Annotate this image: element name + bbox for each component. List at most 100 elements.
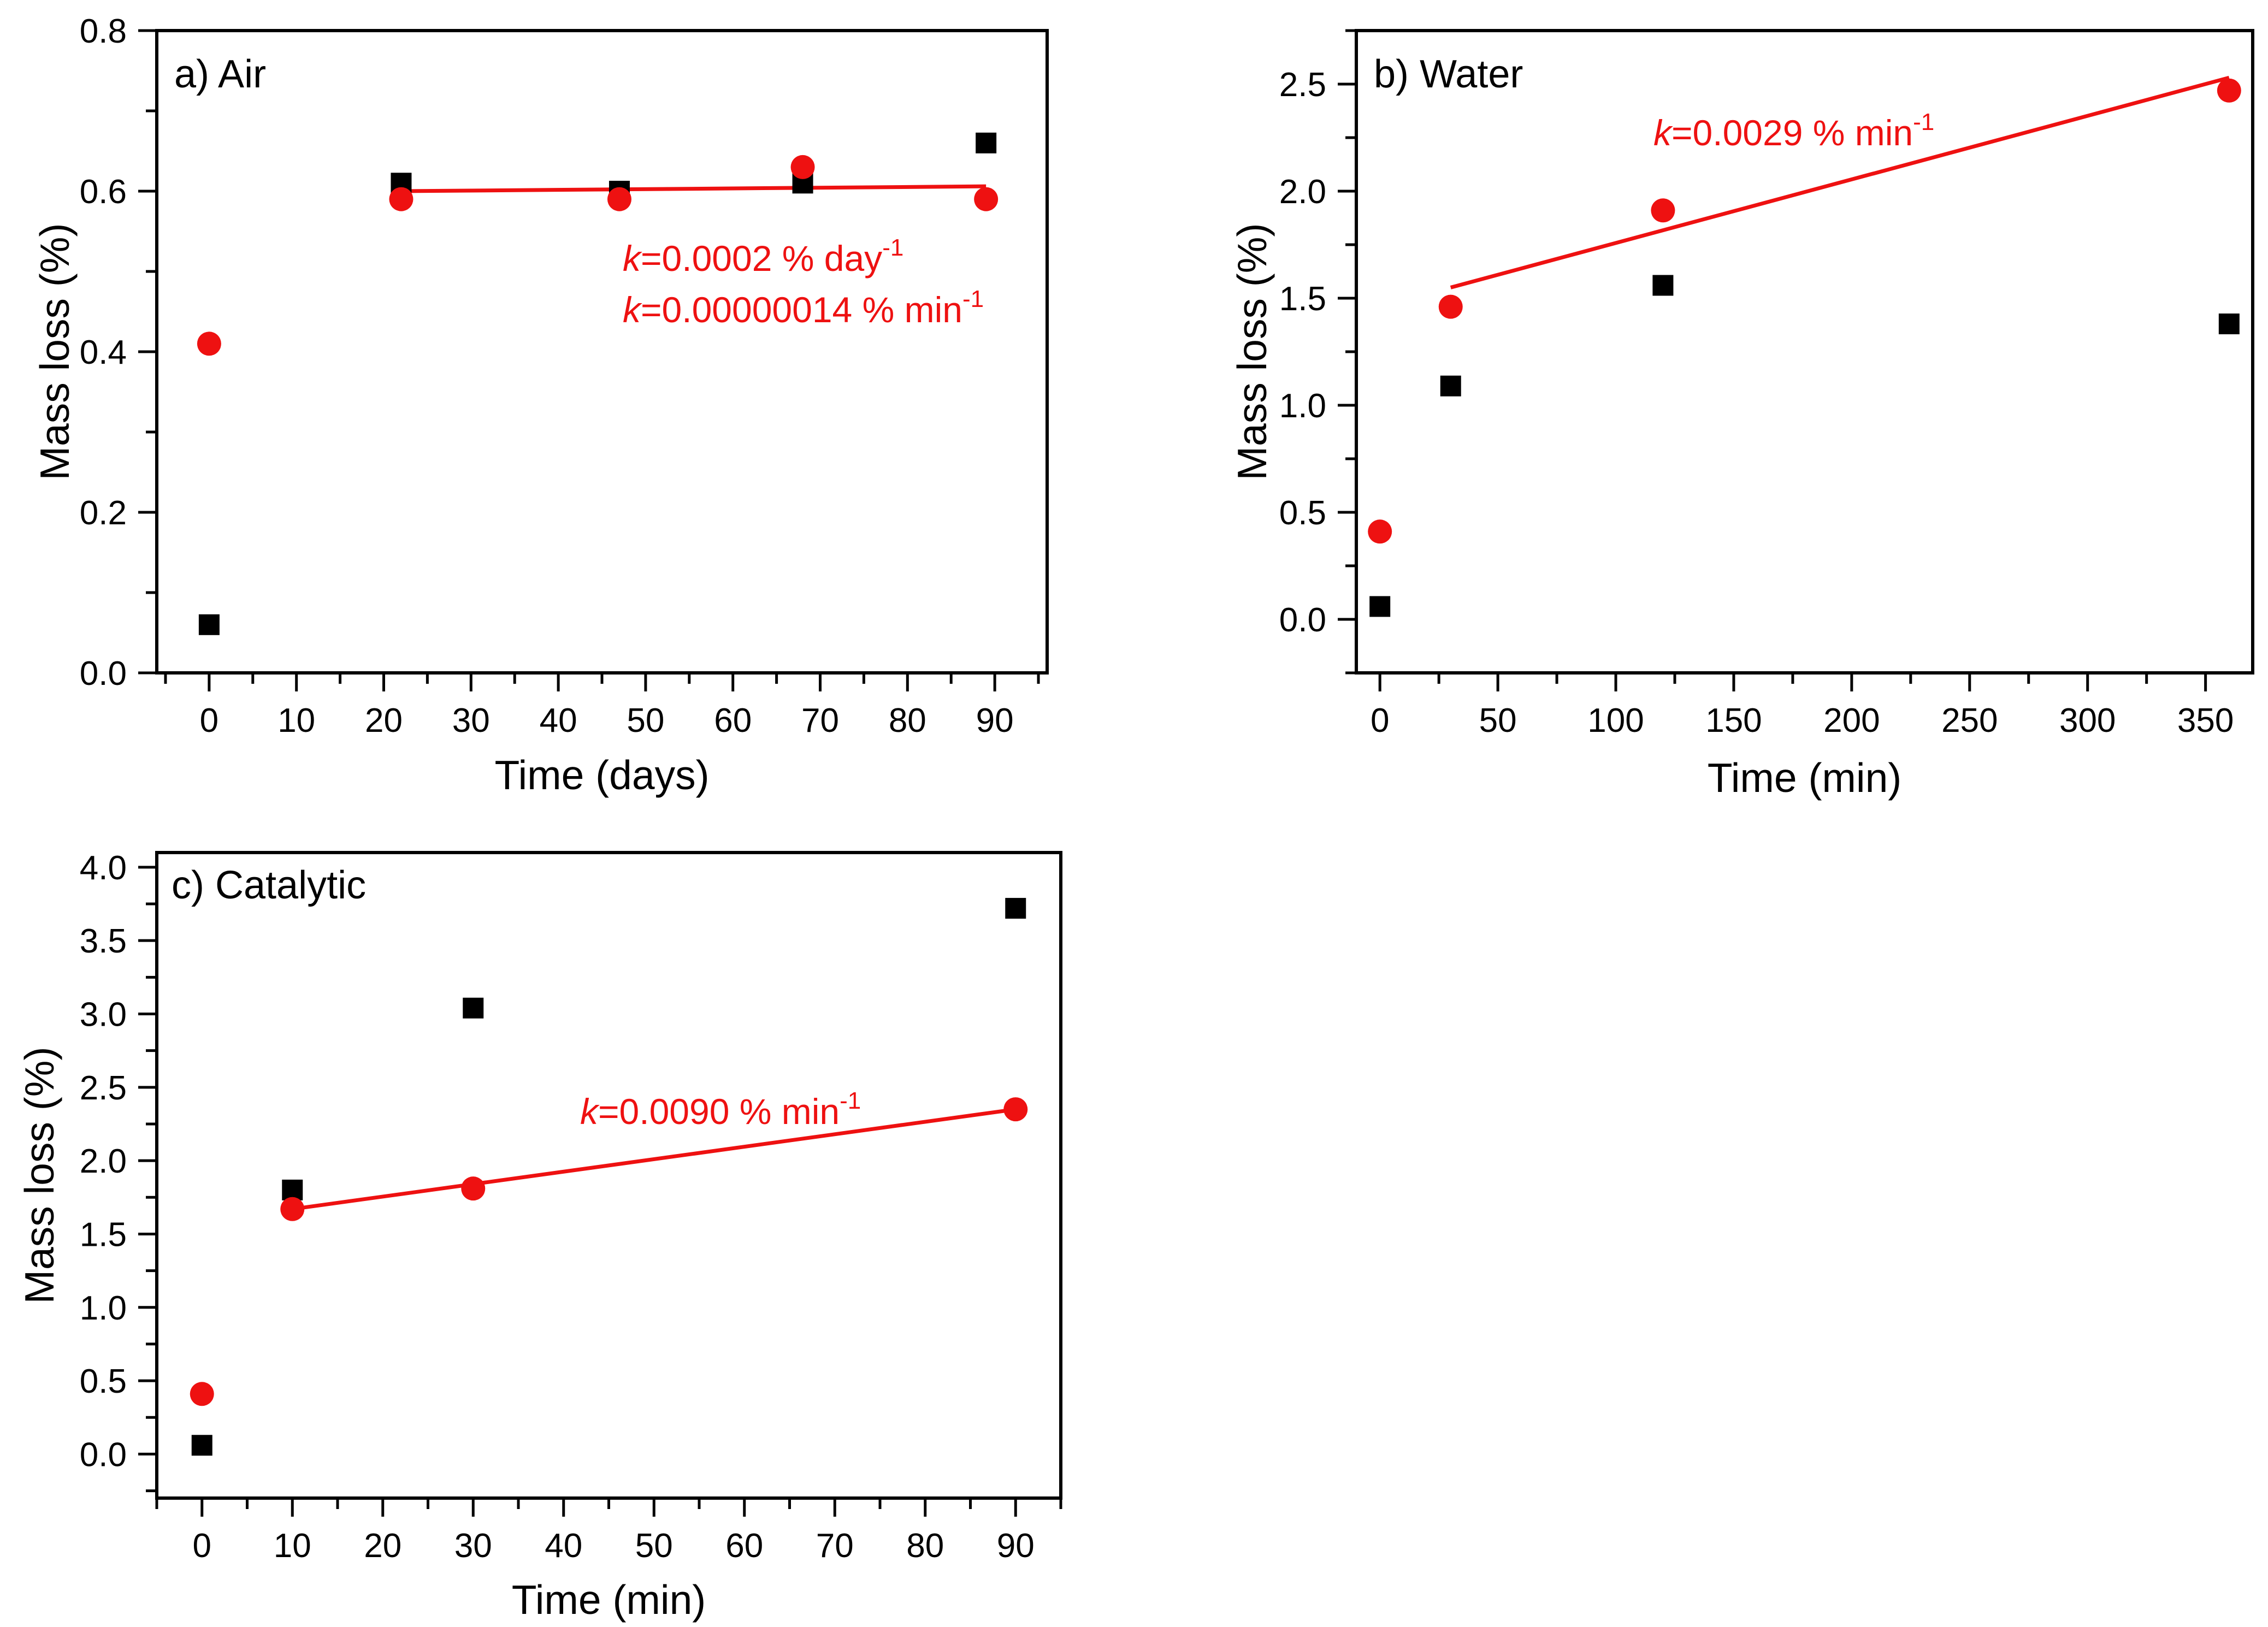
plot-frame [155, 851, 1062, 1500]
y-tick-label: 2.5 [80, 1069, 127, 1107]
x-tick-label: 20 [365, 702, 403, 739]
y-tick-label: 0.2 [80, 494, 127, 532]
y-tick-label: 4.0 [80, 849, 127, 887]
rate-annotation: k=0.0090 % min-1 [580, 1087, 861, 1132]
rate-exponent: -1 [1913, 109, 1934, 135]
x-tick-label: 250 [1941, 702, 1998, 739]
x-tick-label: 0 [1371, 702, 1389, 739]
data-point-circle [1368, 519, 1392, 544]
y-axis-label: Mass loss (%) [16, 1047, 62, 1304]
rate-value: =0.0029 % min [1672, 113, 1913, 153]
x-tick-label: 70 [816, 1527, 854, 1565]
x-axis-label: Time (min) [1708, 755, 1902, 801]
x-tick-label: 50 [1479, 702, 1517, 739]
rate-annotation: k=0.0002 % day-1 [623, 234, 903, 279]
data-point-circle [974, 187, 999, 211]
data-point-circle [197, 332, 221, 356]
y-tick-label: 1.0 [80, 1289, 127, 1327]
y-tick-label: 0.6 [80, 173, 127, 211]
data-point-circle [190, 1382, 214, 1406]
y-axis-label: Mass loss (%) [32, 223, 78, 481]
data-point-circle [790, 155, 815, 179]
data-point-circle [461, 1176, 486, 1201]
x-tick-label: 90 [976, 702, 1014, 739]
data-point-circle [607, 187, 631, 211]
x-tick-label: 200 [1823, 702, 1880, 739]
x-tick-label: 10 [277, 702, 315, 739]
x-tick-label: 150 [1705, 702, 1762, 739]
x-tick-label: 40 [540, 702, 577, 739]
data-point-circle [1651, 198, 1675, 223]
rate-exponent: -1 [882, 234, 903, 261]
y-tick-label: 0.5 [1279, 494, 1326, 532]
data-point-square [2218, 313, 2240, 335]
y-tick-label: 2.5 [1279, 66, 1326, 104]
rate-annotation: k=0.00000014 % min-1 [623, 286, 984, 330]
data-point-circle [2217, 78, 2241, 103]
x-tick-label: 90 [997, 1527, 1035, 1565]
x-tick-label: 80 [889, 702, 926, 739]
plot-frame [155, 29, 1049, 675]
x-tick-label: 0 [193, 1527, 211, 1565]
y-tick-label: 0.4 [80, 334, 127, 371]
data-point-circle [1438, 294, 1463, 319]
y-tick-label: 0.0 [80, 655, 127, 693]
rate-value: =0.00000014 % min [641, 289, 962, 330]
x-tick-label: 50 [627, 702, 664, 739]
x-tick-label: 70 [801, 702, 839, 739]
data-point-square [198, 614, 220, 635]
x-tick-label: 30 [452, 702, 490, 739]
y-tick-label: 1.5 [1279, 280, 1326, 318]
data-point-circle [389, 187, 414, 211]
fit-line [292, 1107, 1016, 1211]
y-tick-label: 0.0 [1279, 601, 1326, 639]
y-tick-label: 0.8 [80, 13, 127, 50]
rate-exponent: -1 [840, 1087, 861, 1114]
x-tick-label: 80 [906, 1527, 944, 1565]
rate-value: =0.0002 % day [641, 238, 882, 279]
chart-panel-b: 0 50 100 150 200 250 300 350 0.0 0.5 1.0 1.5 2.0 2.5 T… [1229, 29, 2254, 801]
chart-panel-c: 0 10 20 30 40 50 60 70 80 90 0.0 0.5 1.0 1.5 2.0 2.5 3.0… [16, 849, 1062, 1623]
x-tick-label: 60 [725, 1527, 763, 1565]
x-tick-label: 30 [454, 1527, 492, 1565]
data-point-square [1369, 596, 1391, 617]
y-tick-label: 3.5 [80, 922, 127, 960]
data-point-square [282, 1179, 303, 1200]
data-point-circle [1003, 1097, 1028, 1122]
y-tick-label: 3.0 [80, 996, 127, 1034]
data-point-square [191, 1435, 212, 1456]
fit-line [1450, 75, 2230, 289]
x-axis-label: Time (min) [512, 1577, 706, 1623]
rate-exponent: -1 [962, 286, 984, 312]
panel-title: b) Water [1374, 52, 1523, 96]
y-axis-label: Mass loss (%) [1229, 223, 1275, 481]
x-tick-label: 100 [1587, 702, 1644, 739]
y-tick-label: 1.5 [80, 1216, 127, 1253]
data-point-square [1440, 375, 1461, 397]
x-tick-label: 20 [364, 1527, 401, 1565]
data-point-square [463, 997, 484, 1019]
y-tick-label: 2.0 [1279, 173, 1326, 211]
rate-symbol: k [1653, 113, 1673, 153]
x-tick-label: 10 [274, 1527, 311, 1565]
x-tick-label: 50 [635, 1527, 673, 1565]
x-tick-label: 60 [714, 702, 752, 739]
y-tick-label: 2.0 [80, 1143, 127, 1180]
rate-symbol: k [623, 289, 642, 330]
panel-title: c) Catalytic [172, 863, 366, 907]
x-axis-label: Time (days) [494, 752, 709, 798]
y-tick-label: 1.0 [1279, 387, 1326, 425]
x-tick-label: 40 [545, 1527, 582, 1565]
y-tick-label: 0.5 [80, 1363, 127, 1400]
data-point-square [1652, 275, 1674, 296]
y-tick-label: 0.0 [80, 1436, 127, 1474]
fit-line [401, 184, 987, 193]
data-point-square [976, 132, 997, 153]
data-point-circle [280, 1197, 305, 1221]
x-tick-label: 0 [200, 702, 218, 739]
x-tick-label: 350 [2177, 702, 2234, 739]
x-tick-label: 300 [2059, 702, 2116, 739]
rate-value: =0.0090 % min [598, 1091, 840, 1132]
rate-annotation: k=0.0029 % min-1 [1653, 109, 1934, 153]
